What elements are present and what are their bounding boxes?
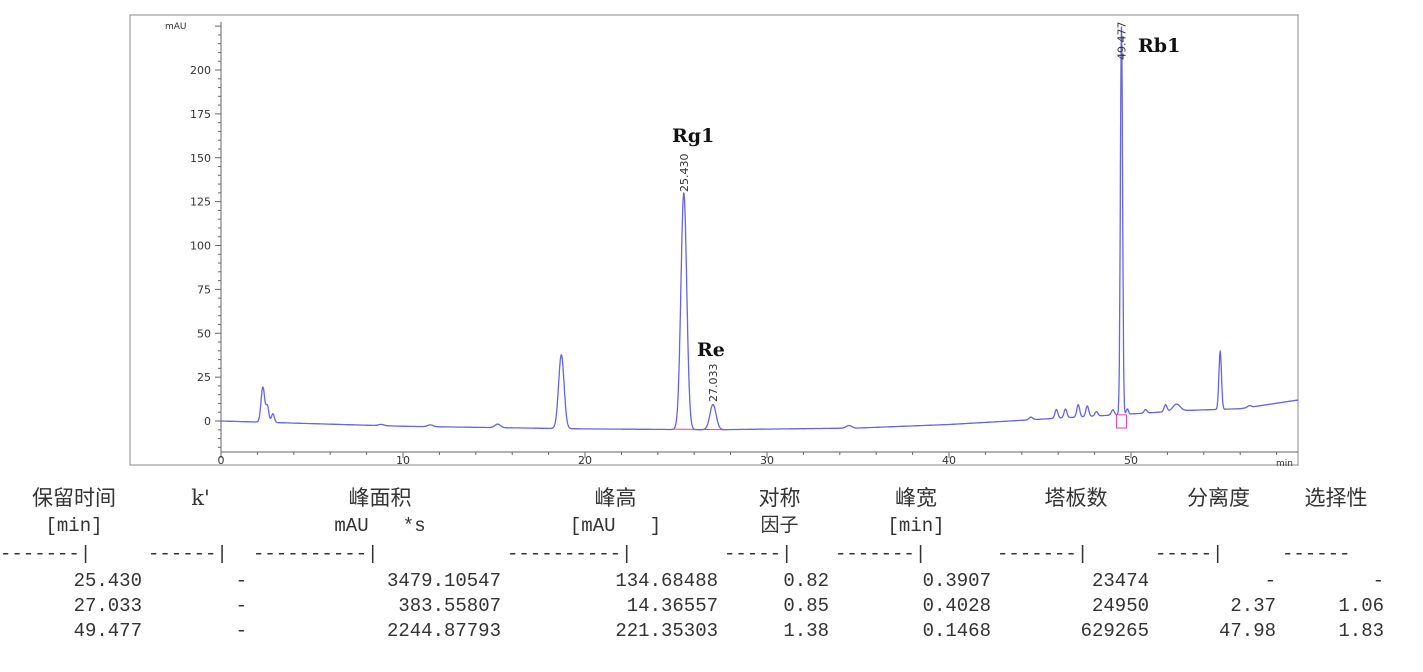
peak-table: 保留时间 k' 峰面积 峰高 对称 峰宽 塔板数 分离度 选择性 [min] mAU *s [mAU… (0, 486, 1390, 644)
table-cell: 1.83 (1338, 620, 1384, 642)
peak-rt-label: 27.033 (707, 364, 720, 403)
table-cell: - (1372, 570, 1384, 592)
table-cell: 分离度 (1187, 486, 1250, 510)
table-divider: -------| ------| ----------| ----------| ---… (0, 539, 1390, 569)
table-cell: 3479.10547 (386, 570, 501, 592)
y-tick-label: 200 (190, 64, 211, 77)
table-cell: -------| (997, 543, 1089, 565)
table-cell: 24950 (1091, 595, 1149, 617)
table-row: 27.033 - 383.55807 14.36557 0.85 0.4028 24950 2… (0, 594, 1390, 619)
table-cell: -------| (0, 543, 92, 565)
table-cell: -----| (1155, 543, 1224, 565)
table-cell: [min] (887, 515, 945, 537)
peak-name-label: Re (697, 339, 725, 361)
y-tick-label: 0 (204, 415, 211, 428)
peak-name-label: Rb1 (1138, 35, 1180, 57)
table-cell: - (1264, 570, 1276, 592)
table-cell: 0.82 (783, 570, 829, 592)
table-cell (1282, 514, 1390, 539)
table-cell (148, 514, 253, 539)
y-tick-label: 75 (197, 283, 211, 296)
peak-name-label: Rg1 (672, 125, 714, 147)
table-row: 25.430 - 3479.10547 134.68488 0.82 0.3907 2347… (0, 569, 1390, 594)
chromatogram-trace (221, 26, 1299, 431)
y-tick-label: 175 (190, 108, 211, 121)
table-cell: 0.1468 (922, 620, 991, 642)
x-tick-label: 10 (396, 454, 410, 467)
table-cell: 49.477 (73, 620, 142, 642)
table-cell: 221.35303 (615, 620, 718, 642)
table-cell: [min] (45, 515, 103, 537)
table-cell (1155, 514, 1282, 539)
y-tick-label: 125 (190, 196, 211, 209)
y-axis-unit: mAU (165, 22, 187, 32)
table-cell: 134.68488 (615, 570, 718, 592)
y-tick-label: 100 (190, 240, 211, 253)
table-cell: ----------| (253, 543, 379, 565)
table-cell: 峰宽 (895, 486, 937, 510)
table-cell: 14.36557 (626, 595, 718, 617)
table-row: 49.477 - 2244.87793 221.35303 1.38 0.1468 6292… (0, 619, 1390, 644)
table-cell: -----| (724, 543, 793, 565)
table-cell (997, 514, 1155, 539)
table-cell: 0.3907 (922, 570, 991, 592)
x-tick-label: 50 (1124, 454, 1138, 467)
table-cell: - (235, 595, 247, 617)
table-cell: 峰面积 (348, 486, 412, 510)
table-header-row: 保留时间 k' 峰面积 峰高 对称 峰宽 塔板数 分离度 选择性 (0, 486, 1390, 514)
table-cell: ------ (1282, 543, 1351, 565)
x-tick-label: 0 (218, 454, 225, 467)
table-unit-row: [min] mAU *s [mAU ] 因子 [min] (0, 514, 1390, 539)
table-cell: 1.38 (783, 620, 829, 642)
table-cell: 0.4028 (922, 595, 991, 617)
table-cell: 1.06 (1338, 595, 1384, 617)
table-cell: 629265 (1080, 620, 1149, 642)
y-tick-label: 50 (197, 327, 211, 340)
peak-rt-label: 49.477 (1115, 22, 1128, 61)
table-cell: -------| (835, 543, 927, 565)
table-cell: 保留时间 (32, 486, 116, 510)
table-cell: 25.430 (73, 570, 142, 592)
table-cell: - (235, 570, 247, 592)
table-cell: 对称 (758, 486, 801, 510)
y-tick-label: 150 (190, 152, 211, 165)
table-cell: 因子 (760, 515, 799, 537)
table-cell: [mAU ] (569, 515, 662, 537)
x-tick-label: 30 (760, 454, 774, 467)
table-cell: - (235, 620, 247, 642)
x-tick-label: 40 (942, 454, 956, 467)
table-cell: 选择性 (1304, 486, 1368, 510)
table-cell: 23474 (1091, 570, 1149, 592)
table-cell: 塔板数 (1044, 486, 1108, 510)
table-cell: 0.85 (783, 595, 829, 617)
table-cell: ------| (148, 543, 228, 565)
table-cell: 27.033 (73, 595, 142, 617)
peak-rt-label: 25.430 (678, 154, 691, 193)
rb1-integration-box (1115, 414, 1127, 429)
table-cell: ----------| (507, 543, 633, 565)
plot-frame (129, 14, 1299, 466)
x-tick-label: 20 (578, 454, 592, 467)
table-cell: 2244.87793 (386, 620, 501, 642)
table-cell: 47.98 (1218, 620, 1276, 642)
table-cell: 2.37 (1230, 595, 1276, 617)
table-cell: 383.55807 (398, 595, 501, 617)
x-axis-unit: min (1276, 459, 1293, 469)
table-cell: 峰高 (594, 486, 637, 510)
table-cell: mAU *s (334, 515, 426, 537)
table-cell: k' (191, 486, 210, 510)
y-tick-label: 25 (197, 371, 211, 384)
